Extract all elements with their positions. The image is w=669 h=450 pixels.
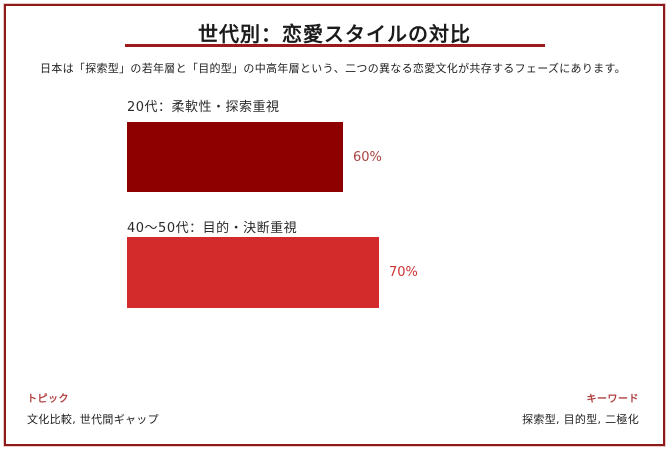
title-underline — [125, 44, 545, 47]
topics-value: 文化比較, 世代間ギャップ — [27, 413, 159, 426]
keywords-value: 探索型, 目的型, 二極化 — [522, 413, 639, 426]
bar-value-40-50s: 70% — [389, 265, 418, 280]
bar-20s — [127, 122, 343, 192]
bar-group-40-50s: 70% — [127, 237, 418, 308]
keywords-block: キーワード 探索型, 目的型, 二極化 — [522, 390, 639, 427]
subtitle: 日本は「探索型」の若年層と「目的型」の中高年層という、二つの異なる恋愛文化が共存… — [40, 62, 626, 75]
bar-label-40-50s: 40〜50代：目的・決断重視 — [127, 221, 298, 236]
bar-value-20s: 60% — [353, 149, 382, 165]
bar-label-20s: 20代：柔軟性・探索重視 — [127, 100, 280, 115]
topics-label: トピック — [27, 394, 69, 405]
bar-group-20s: 60% — [127, 122, 382, 192]
keywords-label: キーワード — [586, 394, 639, 405]
page-title: 世代別：恋愛スタイルの対比 — [198, 22, 471, 46]
topics-block: トピック 文化比較, 世代間ギャップ — [27, 390, 159, 427]
bar-40-50s — [127, 237, 379, 308]
page-frame: 世代別：恋愛スタイルの対比 日本は「探索型」の若年層と「目的型」の中高年層という… — [4, 4, 665, 446]
